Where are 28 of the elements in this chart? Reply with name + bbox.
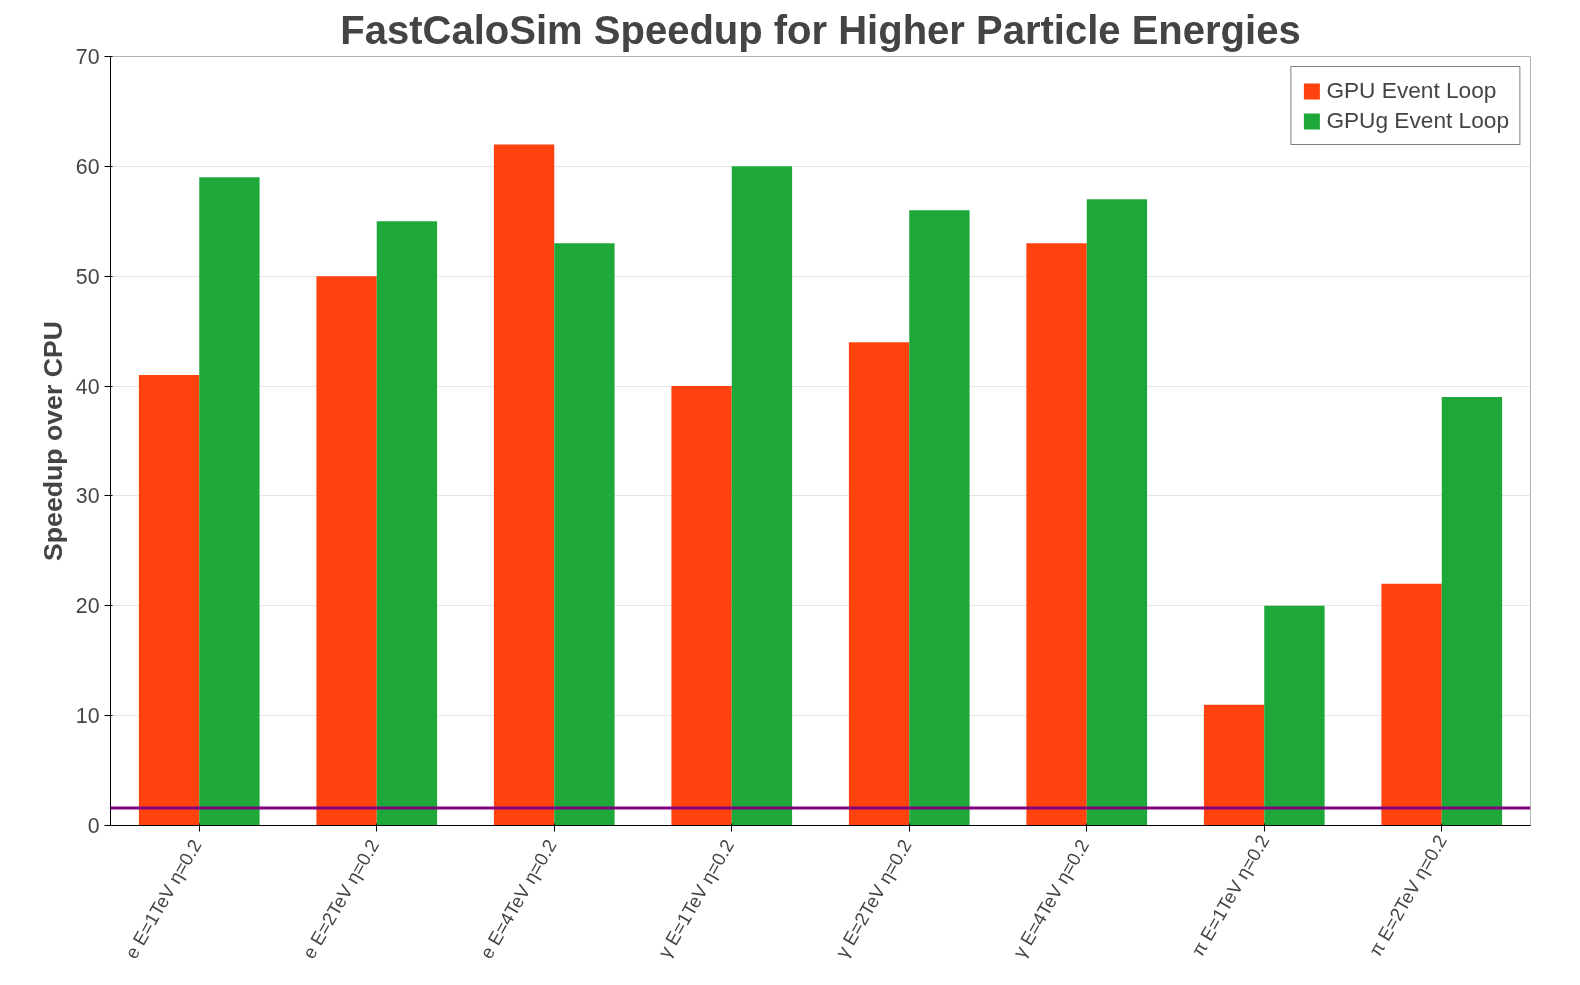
bar bbox=[199, 177, 260, 826]
bar bbox=[493, 144, 555, 826]
y-tick-label: 0 bbox=[87, 814, 100, 838]
bar bbox=[138, 375, 200, 826]
y-tick-label: 30 bbox=[75, 484, 100, 509]
bar bbox=[554, 243, 615, 826]
y-axis-title: Speedup over CPU bbox=[37, 321, 68, 561]
bar bbox=[316, 276, 377, 826]
bar bbox=[376, 221, 438, 826]
y-tick-label: 40 bbox=[75, 374, 100, 399]
bar bbox=[671, 386, 732, 826]
chart-title: FastCaloSim Speedup for Higher Particle Energies bbox=[340, 7, 1301, 52]
bar bbox=[909, 210, 970, 826]
bar bbox=[1381, 583, 1442, 826]
bar bbox=[1026, 243, 1087, 826]
bar bbox=[848, 342, 910, 826]
bar bbox=[1203, 704, 1265, 826]
y-tick-label: 60 bbox=[75, 154, 100, 179]
bar bbox=[1441, 397, 1503, 826]
y-tick-label: 20 bbox=[75, 594, 100, 619]
y-tick-label: 10 bbox=[75, 704, 100, 729]
bar bbox=[1264, 605, 1325, 826]
legend-label: GPU Event Loop bbox=[1326, 77, 1497, 104]
legend-label: GPUg Event Loop bbox=[1326, 107, 1509, 134]
y-tick-label: 70 bbox=[75, 45, 100, 69]
y-tick-label: 50 bbox=[75, 264, 100, 289]
bar bbox=[731, 166, 793, 826]
bar bbox=[1086, 199, 1148, 826]
